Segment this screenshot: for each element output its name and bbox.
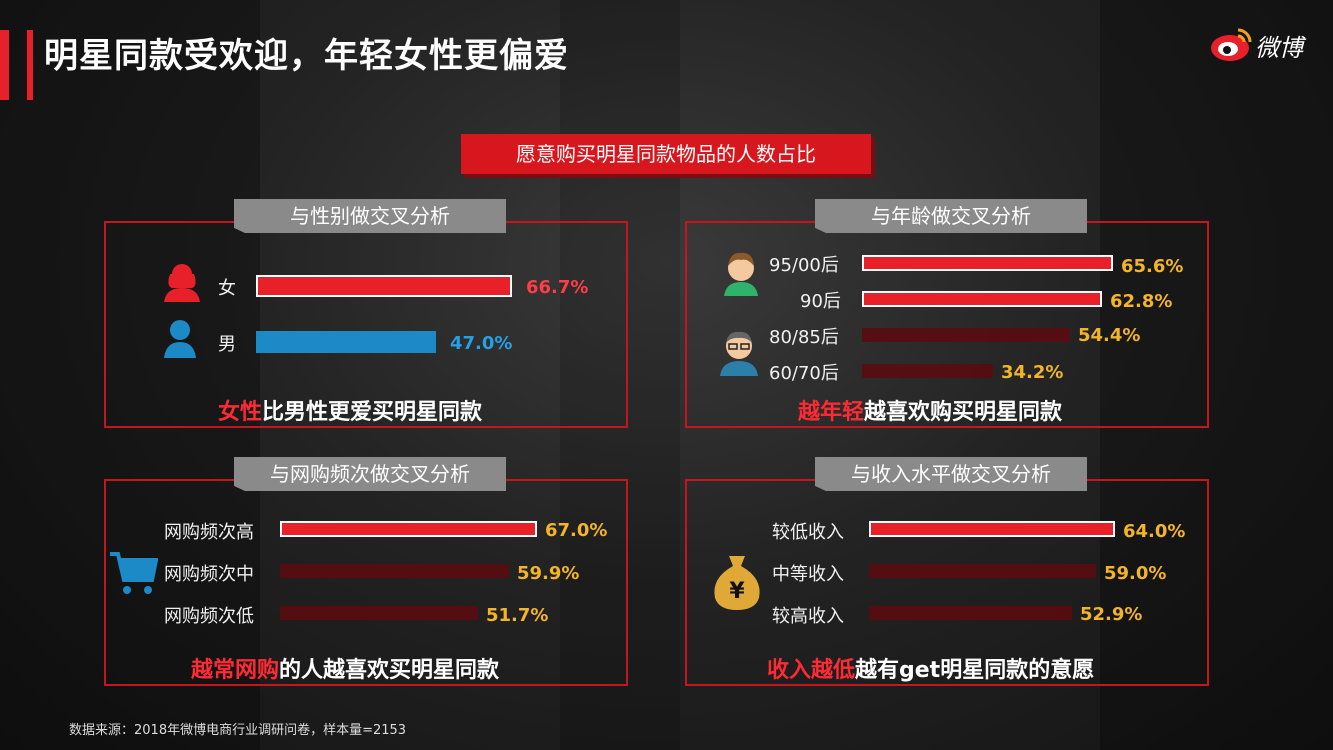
bar-age-9500 xyxy=(862,255,1113,271)
bar-age-8085 xyxy=(862,328,1070,342)
category-label: 60/70后 xyxy=(769,363,839,384)
category-label: 网购频次低 xyxy=(164,606,254,627)
page-title: 明星同款受欢迎，年轻女性更偏爱 xyxy=(44,36,569,76)
value-label: 59.9% xyxy=(517,563,580,584)
weibo-logo-icon xyxy=(1211,28,1252,61)
title-accent-bar xyxy=(27,30,33,100)
logo-text: 微博 xyxy=(1255,34,1303,62)
bar-male xyxy=(256,331,436,353)
value-label: 34.2% xyxy=(1001,362,1064,383)
data-source: 数据来源：2018年微博电商行业调研问卷，样本量=2153 xyxy=(69,723,407,738)
conclusion-text: 越喜欢购买明星同款 xyxy=(864,400,1063,425)
category-label: 网购频次高 xyxy=(164,522,254,543)
value-label: 65.6% xyxy=(1121,256,1184,277)
category-label: 网购频次中 xyxy=(164,564,254,585)
category-label: 80/85后 xyxy=(769,327,839,348)
conclusion-highlight: 女性 xyxy=(218,400,263,425)
shopping-cart-icon xyxy=(110,552,158,594)
bar-income-high xyxy=(869,606,1072,620)
tab-age: 与年龄做交叉分析 xyxy=(815,199,1087,233)
conclusion: 收入越低越有get明星同款的意愿 xyxy=(767,652,1094,684)
conclusion: 女性比男性更爱买明星同款 xyxy=(218,394,482,426)
title-accent-bar xyxy=(0,30,9,100)
category-label: 90后 xyxy=(800,291,841,312)
category-label: 女 xyxy=(218,278,236,299)
value-label: 67.0% xyxy=(545,520,608,541)
category-label: 中等收入 xyxy=(772,564,844,585)
bar-female xyxy=(256,275,512,297)
conclusion: 越年轻越喜欢购买明星同款 xyxy=(798,394,1062,426)
conclusion-highlight: 收入越低 xyxy=(767,658,856,683)
young-person-icon xyxy=(724,252,758,296)
conclusion-text: 比男性更爱买明星同款 xyxy=(262,400,483,425)
bar-income-mid xyxy=(869,564,1096,578)
background-building xyxy=(0,0,260,750)
male-user-icon xyxy=(164,320,196,358)
money-bag-icon: ¥ xyxy=(714,556,760,610)
category-label: 较高收入 xyxy=(772,606,844,627)
conclusion-highlight: 越年轻 xyxy=(798,400,865,425)
conclusion-text: 的人越喜欢买明星同款 xyxy=(279,658,500,683)
bar-frequency-low xyxy=(280,606,478,620)
value-label: 54.4% xyxy=(1078,325,1141,346)
bar-age-90 xyxy=(862,291,1102,307)
conclusion-highlight: 越常网购 xyxy=(191,658,280,683)
bar-income-low xyxy=(869,521,1115,537)
bar-frequency-mid xyxy=(280,564,509,578)
value-label: 64.0% xyxy=(1123,521,1186,542)
chart-banner: 愿意购买明星同款物品的人数占比 xyxy=(461,134,871,174)
conclusion: 越常网购的人越喜欢买明星同款 xyxy=(191,652,499,684)
category-label: 男 xyxy=(218,334,236,355)
female-user-icon xyxy=(164,264,200,302)
value-label: 59.0% xyxy=(1104,563,1167,584)
tab-gender: 与性别做交叉分析 xyxy=(234,199,506,233)
category-label: 95/00后 xyxy=(769,255,839,276)
background-building xyxy=(1100,0,1333,750)
tab-income: 与收入水平做交叉分析 xyxy=(815,457,1087,491)
value-label: 52.9% xyxy=(1080,604,1143,625)
category-label: 较低收入 xyxy=(772,522,844,543)
older-person-icon xyxy=(720,331,758,376)
conclusion-text: 越有get明星同款的意愿 xyxy=(855,658,1095,683)
svg-text:¥: ¥ xyxy=(729,579,745,604)
value-label: 47.0% xyxy=(450,333,513,354)
bar-age-6070 xyxy=(862,364,993,378)
value-label: 51.7% xyxy=(486,605,549,626)
value-label: 62.8% xyxy=(1110,291,1173,312)
value-label: 66.7% xyxy=(526,277,589,298)
background-building xyxy=(560,0,680,750)
tab-frequency: 与网购频次做交叉分析 xyxy=(234,457,506,491)
bar-frequency-high xyxy=(280,521,537,537)
